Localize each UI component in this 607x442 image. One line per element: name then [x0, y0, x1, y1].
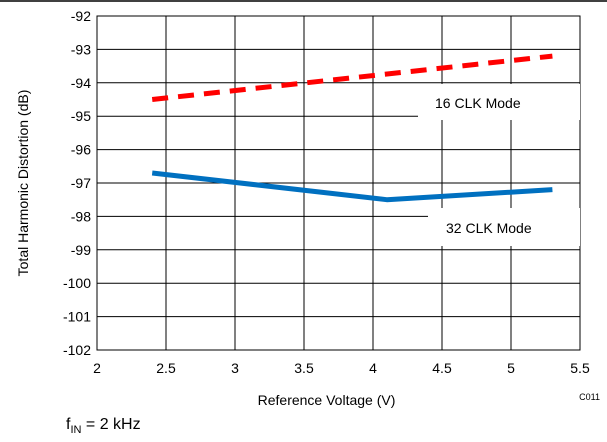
x-tick-label: 2.5	[156, 360, 176, 376]
y-tick-label: -97	[71, 175, 91, 191]
x-axis-label: Reference Voltage (V)	[258, 392, 396, 408]
y-tick-label: -95	[71, 108, 91, 124]
y-tick-label: -99	[71, 242, 91, 258]
series-line	[151, 53, 553, 102]
x-tick-label: 5.5	[570, 360, 590, 376]
x-tick-label: 4	[369, 360, 377, 376]
y-tick-label: -102	[63, 342, 91, 358]
y-tick-label: -98	[71, 208, 91, 224]
x-tick-label: 3.5	[294, 360, 314, 376]
series-line	[151, 170, 553, 203]
grid-lines	[96, 15, 581, 351]
y-tick-label: -96	[71, 142, 91, 158]
footnote-value: = 2 kHz	[81, 416, 141, 433]
footnote-subscript: IN	[70, 424, 82, 437]
y-tick-label: -93	[71, 41, 91, 57]
y-tick-label: -101	[63, 309, 91, 325]
figure-code: C011	[579, 392, 600, 402]
series-lines	[151, 53, 553, 203]
y-tick-label: -92	[71, 8, 91, 24]
plot-area	[96, 15, 581, 351]
y-tick-label: -94	[71, 75, 91, 91]
x-tick-label: 3	[231, 360, 239, 376]
x-tick-label: 2	[93, 360, 101, 376]
y-tick-labels: -102 -101 -100 -99 -98 -97 -96 -95 -94 -93 -92	[63, 8, 91, 358]
series-label: 16 CLK Mode	[435, 95, 521, 111]
x-tick-label: 4.5	[432, 360, 452, 376]
series-labels: 16 CLK Mode 32 CLK Mode	[418, 84, 580, 246]
footnote-symbol: f	[66, 416, 71, 433]
series-label-box	[418, 84, 580, 120]
y-axis-label: Total Harmonic Distortion (dB)	[15, 90, 31, 277]
series-label-box	[428, 208, 580, 246]
series-label: 32 CLK Mode	[446, 220, 532, 236]
x-tick-label: 5	[507, 360, 515, 376]
footnote: fIN = 2 kHz	[66, 416, 141, 436]
y-tick-label: -100	[63, 275, 91, 291]
x-tick-labels: 2 2.5 3 3.5 4 4.5 5 5.5	[93, 360, 590, 376]
